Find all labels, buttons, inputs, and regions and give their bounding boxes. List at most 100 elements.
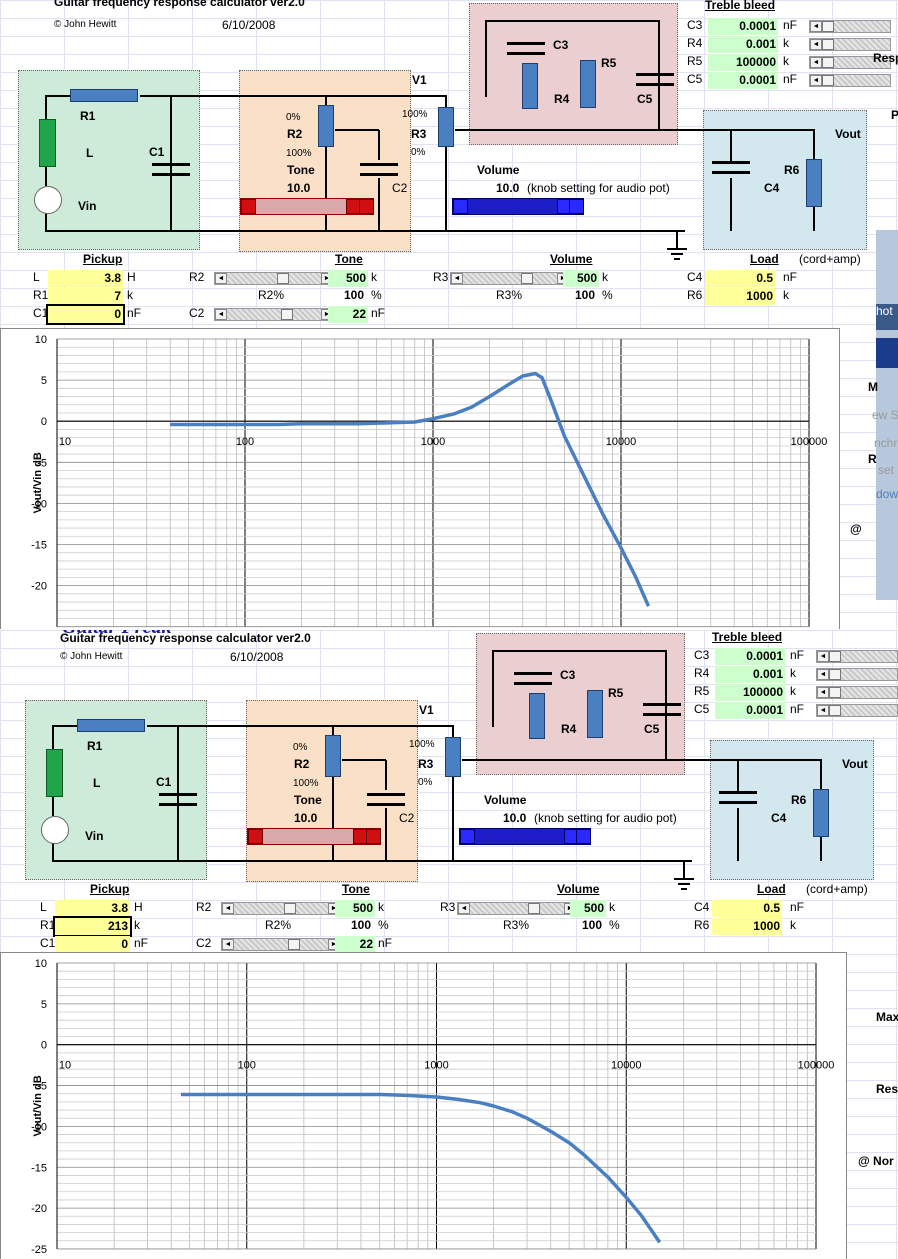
l-value[interactable]: 3.8 xyxy=(55,900,130,917)
volume-text: Volume xyxy=(484,793,527,807)
wire xyxy=(737,808,739,861)
treble-scrollbar[interactable]: ◄ xyxy=(816,668,898,681)
treble-scrollbar[interactable]: ◄ xyxy=(816,704,898,717)
x-tick-label: 100 xyxy=(238,1060,256,1072)
tone-knob-value: 10.0 xyxy=(287,181,311,195)
r3pct-unit: % xyxy=(602,288,613,302)
r6-value[interactable]: 1000 xyxy=(712,918,782,935)
r3-scrollbar[interactable]: ◄► xyxy=(457,902,577,915)
c2-value[interactable]: 22 xyxy=(335,936,375,953)
c1-text: C1 xyxy=(149,145,165,159)
c2-scrollbar[interactable]: ◄ ► xyxy=(214,308,334,321)
cord-note: (cord+amp) xyxy=(799,252,861,266)
c1-capacitor xyxy=(159,803,197,806)
c4-text: C4 xyxy=(771,811,787,825)
wire xyxy=(378,178,380,231)
treble-scrollbar[interactable]: ◄ xyxy=(816,686,898,699)
c2-capacitor xyxy=(360,173,398,176)
c1-unit: nF xyxy=(127,306,142,320)
treble-row-value[interactable]: 0.0001 xyxy=(708,72,778,89)
treble-row-value[interactable]: 0.001 xyxy=(708,36,778,53)
treble-row-value[interactable]: 100000 xyxy=(708,54,778,71)
author: © John Hewitt xyxy=(54,19,117,30)
c4-value[interactable]: 0.5 xyxy=(705,270,775,287)
wire xyxy=(445,95,447,107)
c5-text: C5 xyxy=(637,92,653,106)
ground-icon xyxy=(674,258,680,260)
r5-resistor xyxy=(580,60,596,108)
wire xyxy=(45,212,47,231)
y-tick-label: 5 xyxy=(41,375,47,387)
treble-row-unit: nF xyxy=(783,18,798,32)
r1-value[interactable]: 7 xyxy=(48,288,123,305)
c1-value[interactable]: 0 xyxy=(46,304,125,325)
r3-scrollbar[interactable]: ◄► xyxy=(450,272,570,285)
treble-row-label: C5 xyxy=(687,72,703,86)
r5-text: R5 xyxy=(601,56,617,70)
c5-text: C5 xyxy=(644,722,660,736)
c4-capacitor xyxy=(719,791,757,794)
wire xyxy=(140,95,445,97)
wire xyxy=(485,20,487,97)
r1-value[interactable]: 213 xyxy=(53,916,132,937)
r1-resistor xyxy=(77,719,145,732)
r5-resistor xyxy=(587,690,603,738)
treble-row-value[interactable]: 0.0001 xyxy=(708,18,778,35)
side-text: P xyxy=(891,108,898,122)
x-tick-label: 10 xyxy=(59,1060,71,1072)
y-tick-label: 10 xyxy=(35,958,47,970)
r6-text: R6 xyxy=(791,793,807,807)
inductor-l xyxy=(39,119,56,167)
c2-value[interactable]: 22 xyxy=(328,306,368,323)
r2-scrollbar[interactable]: ◄ ► xyxy=(221,902,341,915)
treble-row-value[interactable]: 100000 xyxy=(715,684,785,701)
treble-scrollbar[interactable]: ◄ xyxy=(809,74,891,87)
volume-knob-slider[interactable] xyxy=(459,828,591,845)
c2-text: C2 xyxy=(392,181,408,195)
c1-value[interactable]: 0 xyxy=(55,936,130,953)
treble-row-value[interactable]: 0.0001 xyxy=(715,702,785,719)
treble-scrollbar[interactable]: ◄ xyxy=(809,20,891,33)
l-value[interactable]: 3.8 xyxy=(48,270,123,287)
r3-value[interactable]: 500 xyxy=(563,270,599,287)
treble-scrollbar[interactable]: ◄ xyxy=(809,56,891,69)
volume-knob-slider[interactable] xyxy=(452,198,584,215)
side-text: M xyxy=(868,380,878,394)
wire xyxy=(492,650,667,652)
wire xyxy=(385,808,387,861)
c2-unit: nF xyxy=(378,936,393,950)
r3pct-value: 100 xyxy=(575,288,596,302)
c2-scrollbar[interactable]: ◄ ► xyxy=(221,938,341,951)
l-unit: H xyxy=(127,270,136,284)
treble-row-unit: nF xyxy=(790,648,805,662)
volume-header: Volume xyxy=(557,882,600,896)
volume-header: Volume xyxy=(550,252,593,266)
c2-capacitor xyxy=(367,803,405,806)
wire xyxy=(52,860,692,862)
treble-scrollbar[interactable]: ◄ xyxy=(816,650,898,663)
vout-text: Vout xyxy=(835,127,861,141)
side-text: Max xyxy=(876,1010,898,1024)
tone-knob-slider[interactable] xyxy=(240,198,374,215)
wire xyxy=(45,230,685,232)
tone-knob-slider[interactable] xyxy=(247,828,381,845)
tone-header: Tone xyxy=(335,252,363,266)
r2-pct0: 0% xyxy=(293,742,308,753)
treble-scrollbar[interactable]: ◄ xyxy=(809,38,891,51)
date: 6/10/2008 xyxy=(230,650,284,664)
side-text: set xyxy=(878,463,895,477)
wire xyxy=(45,166,47,186)
r2-scrollbar[interactable]: ◄ ► xyxy=(214,272,334,285)
r2-value[interactable]: 500 xyxy=(328,270,368,287)
treble-row-value[interactable]: 0.0001 xyxy=(715,648,785,665)
r6-value[interactable]: 1000 xyxy=(705,288,775,305)
r2-value[interactable]: 500 xyxy=(335,900,375,917)
cord-note: (cord+amp) xyxy=(806,882,868,896)
c4-text: C4 xyxy=(764,181,780,195)
c4-value[interactable]: 0.5 xyxy=(712,900,782,917)
side-button[interactable]: hot xyxy=(876,304,898,330)
r5-text: R5 xyxy=(608,686,624,700)
r3-value[interactable]: 500 xyxy=(570,900,606,917)
treble-row-value[interactable]: 0.001 xyxy=(715,666,785,683)
wire xyxy=(820,835,822,861)
